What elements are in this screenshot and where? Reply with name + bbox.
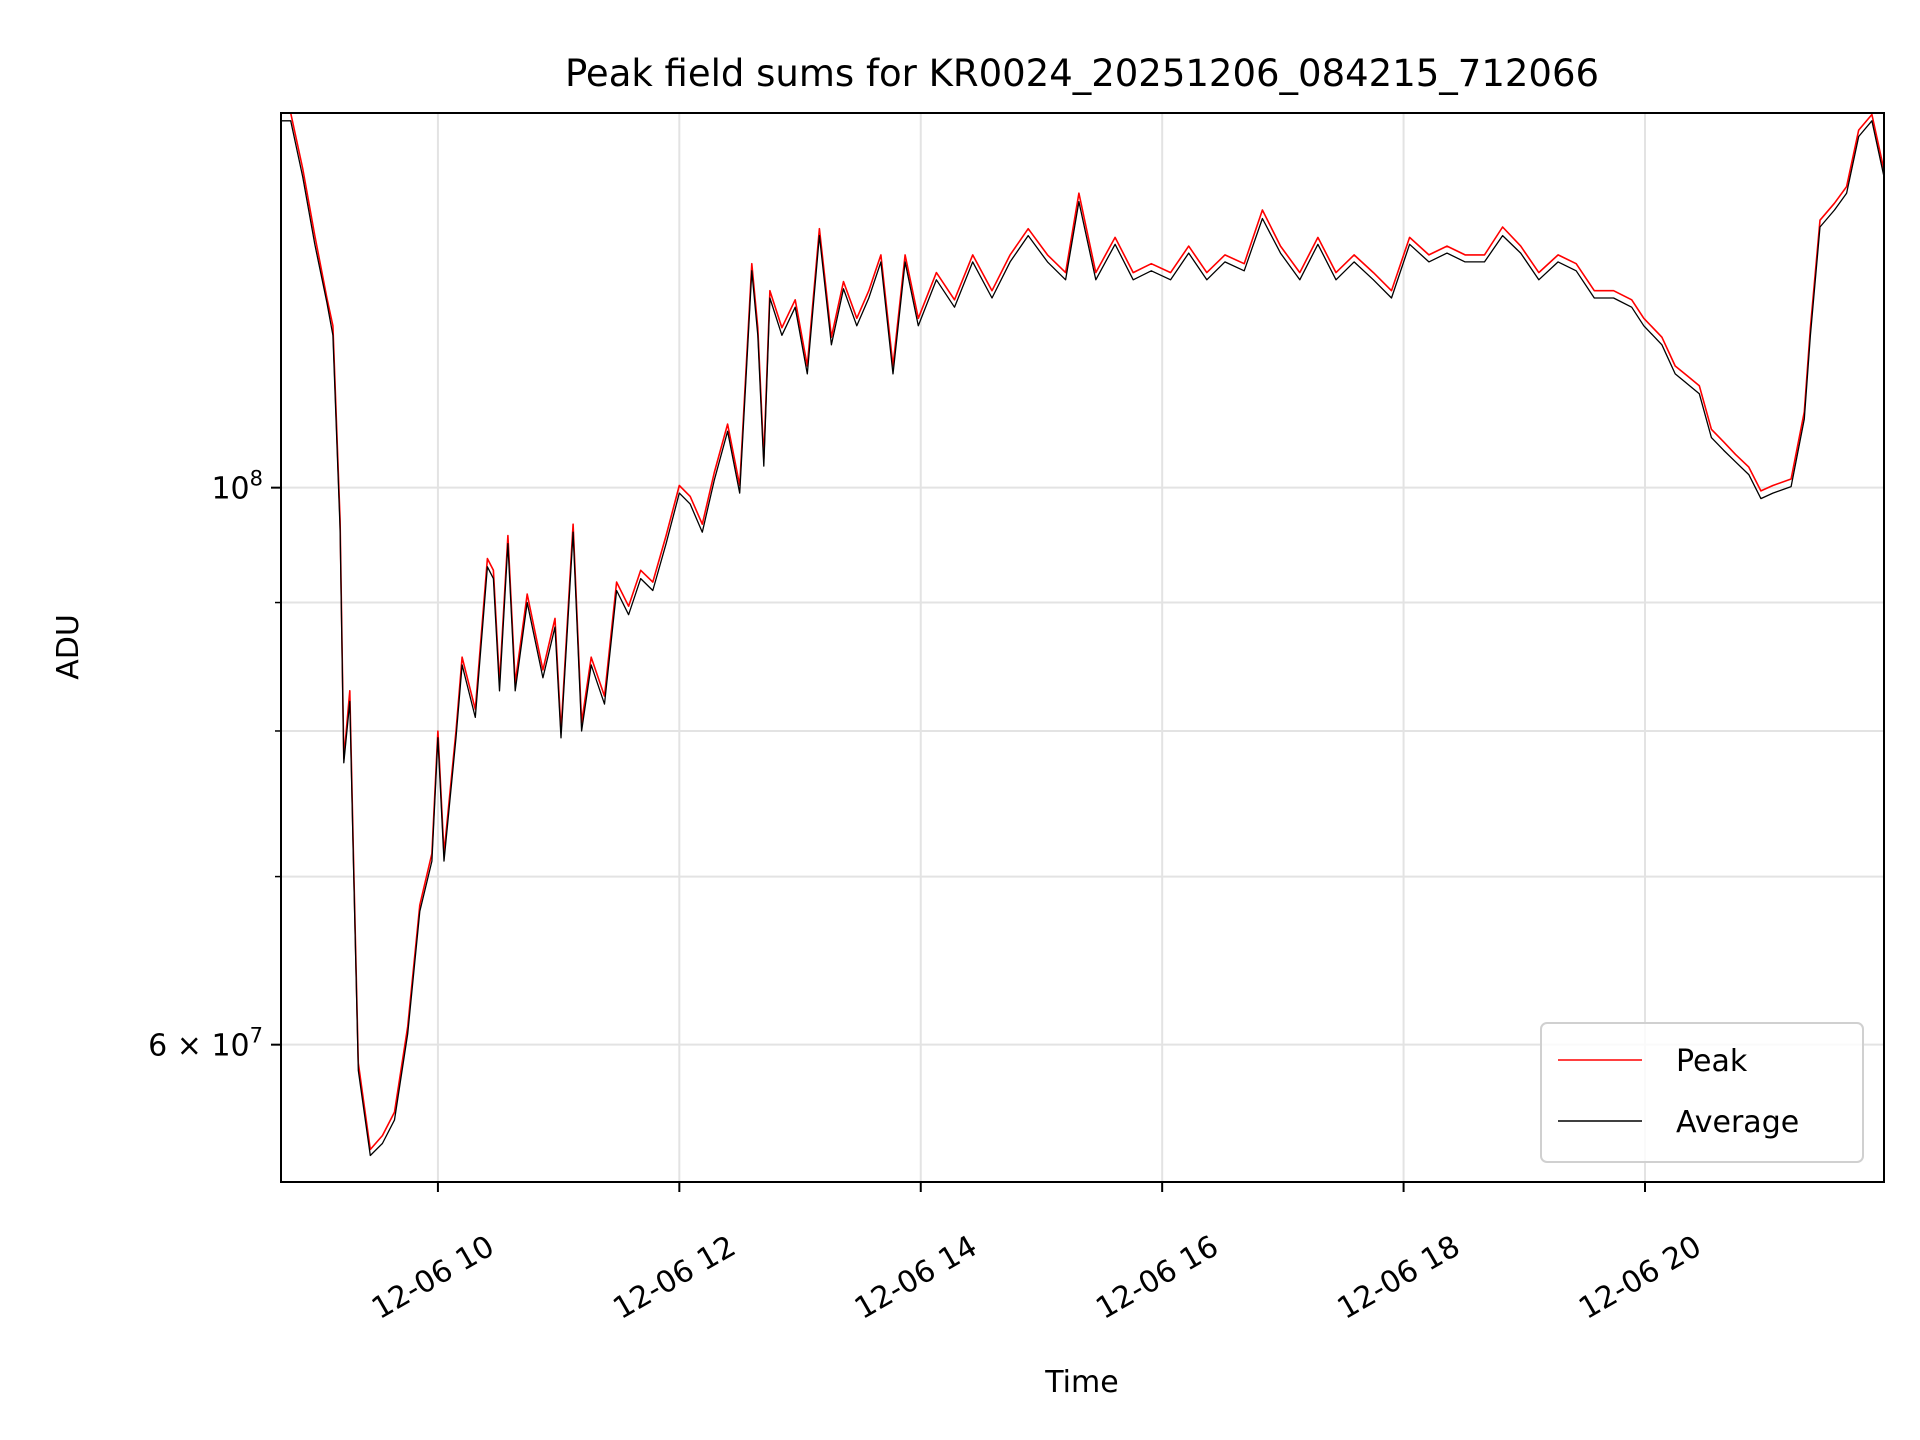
gridlines [281,113,1884,1182]
chart-title: Peak field sums for KR0024_20251206_0842… [565,52,1599,95]
plot-lines [281,112,1885,1157]
legend-label-peak: Peak [1676,1044,1748,1079]
y-axis-ticks: 108 6 × 107 [148,467,281,1064]
legend-label-average: Average [1676,1105,1799,1140]
y-tick-label: 108 [211,467,263,507]
x-axis-label: Time [1044,1365,1118,1400]
series-line-average [281,120,1885,1157]
axes-frame [280,112,1885,1183]
legend: Peak Average [1540,1022,1864,1163]
legend-box [1540,1022,1864,1163]
y-axis-label: ADU [51,614,86,680]
y-tick-label: 6 × 107 [148,1024,263,1064]
series-line-peak [281,112,1885,1151]
